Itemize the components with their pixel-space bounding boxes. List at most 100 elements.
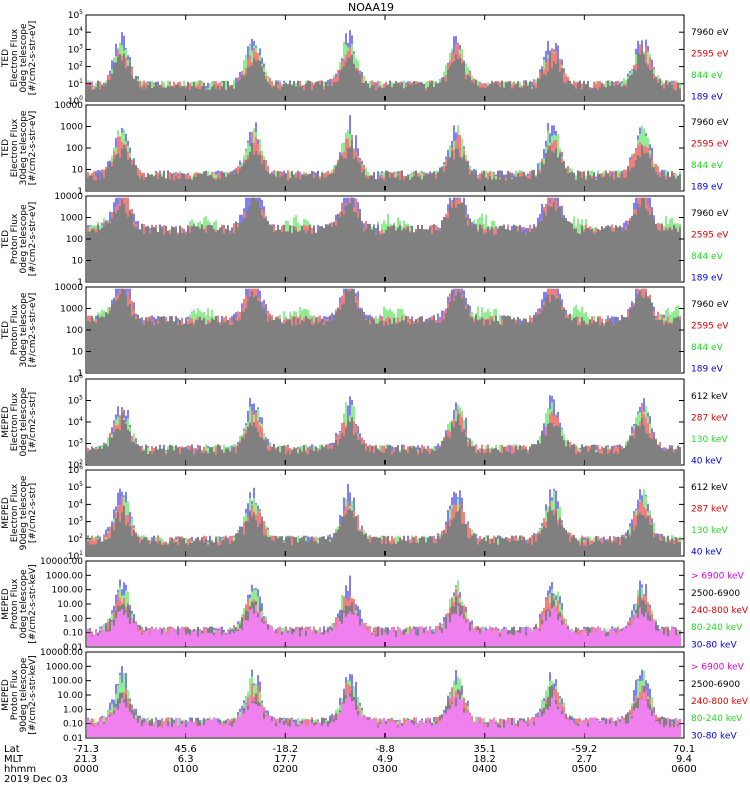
y-tick-label: 10.00 — [57, 600, 83, 610]
x-tick-label-mlt: 21.3 — [75, 754, 97, 765]
y-axis-label: TEDProton Flux30deg telescope[#/cm2-s-st… — [1, 292, 38, 367]
x-tick-label-hhmm: 0000 — [73, 764, 98, 775]
legend-entry: 130 keV — [691, 526, 728, 536]
y-tick-label: 100.00 — [52, 586, 84, 596]
series-trace-black — [87, 288, 681, 372]
y-tick-label: 104 — [68, 416, 83, 428]
y-tick-label: 101 — [68, 78, 83, 90]
legend-entry: 7960 eV — [691, 28, 729, 38]
legend-entry: 2595 eV — [691, 321, 729, 331]
legend-entry: 2500-6900 — [691, 589, 740, 599]
y-tick-label: 10000.00 — [40, 648, 83, 658]
y-tick-label: 100 — [66, 144, 83, 154]
y-tick-label: 1.00 — [63, 705, 83, 715]
legend-entry: 844 eV — [691, 343, 724, 353]
y-tick-label: 1000.00 — [46, 662, 83, 672]
series-trace-magenta — [87, 692, 681, 737]
legend-entry: 612 keV — [691, 483, 728, 493]
y-tick-label: 10000 — [54, 192, 83, 202]
legend-entry: 7960 eV — [691, 118, 729, 128]
legend-entry: 189 eV — [691, 92, 724, 102]
legend-entry: 80-240 keV — [691, 623, 743, 633]
legend-entry: 189 eV — [691, 182, 724, 192]
trace-group — [87, 197, 681, 281]
x-tick-label-mlt: 18.2 — [474, 754, 496, 765]
y-axis-label: MEPEDElectron Flux0deg telescope[#/cm2-s… — [1, 387, 38, 457]
x-tick-label-lat: 35.1 — [474, 744, 496, 755]
trace-group — [87, 575, 681, 646]
series-trace-black — [87, 50, 681, 100]
x-tick-label-mlt: 17.7 — [274, 754, 296, 765]
legend-entry: 287 keV — [691, 504, 728, 514]
panel-4: 1 10 100 1000 10000 TEDProton Flux30deg teles… — [1, 283, 729, 379]
y-tick-label: 1000 — [60, 214, 83, 224]
series-trace-black — [87, 197, 681, 281]
y-tick-label: 10 — [72, 348, 84, 358]
y-tick-label: 1 — [77, 278, 83, 288]
y-axis-label: TEDProton Flux0deg telescope[#/cm2-s-str… — [1, 202, 38, 277]
legend-entry: 240-800 keV — [691, 697, 749, 707]
x-tick-label-hhmm: 0400 — [472, 764, 497, 775]
x-tick-label-lat: -59.2 — [571, 744, 597, 755]
y-tick-label: 1000 — [60, 123, 83, 133]
legend-entry: 2500-6900 — [691, 680, 740, 690]
y-tick-label: 102 — [68, 533, 83, 545]
trace-group — [87, 115, 681, 190]
legend-entry: 30-80 keV — [691, 731, 737, 741]
x-tick-label-lat: -18.2 — [272, 744, 298, 755]
x-tick-label-hhmm: 0500 — [572, 764, 597, 775]
legend-entry: 30-80 keV — [691, 640, 737, 650]
plot-title: NOAA19 — [348, 1, 394, 14]
legend-entry: > 6900 keV — [691, 663, 745, 673]
y-tick-label: 0.01 — [63, 643, 83, 653]
y-tick-label: 100 — [66, 235, 83, 245]
x-tick-label-hhmm: 0300 — [372, 764, 397, 775]
y-tick-label: 10 — [72, 166, 84, 176]
panel-3: 1 10 100 1000 10000 TEDProton Flux0deg telesc… — [1, 192, 729, 288]
panel-2: 1 10 100 1000 10000 TEDElectron Flux30deg tel… — [1, 101, 729, 197]
x-tick-label-hhmm: 0200 — [273, 764, 298, 775]
y-tick-label: 100 — [66, 326, 83, 336]
y-tick-label: 10000 — [54, 283, 83, 293]
y-axis-label: TEDElectron Flux0deg telescope[#/cm2-s-s… — [1, 21, 38, 96]
xaxis-row-label-mlt: MLT — [4, 754, 24, 765]
x-tick-label-mlt: 2.7 — [576, 754, 592, 765]
legend-entry: > 6900 keV — [691, 572, 745, 582]
y-tick-label: 10.00 — [57, 691, 83, 701]
y-tick-label: 102 — [68, 61, 83, 73]
trace-group — [87, 483, 681, 555]
x-tick-label-mlt: 6.3 — [178, 754, 194, 765]
x-tick-label-lat: 70.1 — [673, 744, 695, 755]
y-tick-label: 1.00 — [63, 614, 83, 624]
y-tick-label: 104 — [68, 498, 83, 510]
series-trace-magenta — [87, 605, 681, 646]
legend-entry: 287 keV — [691, 413, 728, 423]
x-tick-label-mlt: 4.9 — [377, 754, 393, 765]
series-trace-black — [87, 505, 681, 555]
panel-7: 0.01 0.10 1.00 10.00 100.00 1000.00 10000.00ME… — [1, 557, 749, 653]
series-trace-black — [87, 412, 681, 464]
y-tick-label: 0.10 — [63, 629, 83, 639]
legend-entry: 189 eV — [691, 273, 724, 283]
y-tick-label: 1 — [77, 187, 83, 197]
legend-entry: 2595 eV — [691, 230, 729, 240]
y-tick-label: 105 — [68, 481, 83, 493]
legend-entry: 7960 eV — [691, 209, 729, 219]
y-tick-label: 103 — [68, 438, 83, 450]
legend-entry: 40 keV — [691, 456, 723, 466]
y-tick-label: 105 — [68, 9, 83, 21]
y-tick-label: 10000 — [54, 101, 83, 111]
panel-8: 0.01 0.10 1.00 10.00 100.00 1000.00 10000.00ME… — [1, 648, 749, 744]
y-tick-label: 0.01 — [63, 734, 83, 744]
trace-group — [87, 288, 681, 372]
legend-entry: 2595 eV — [691, 49, 729, 59]
x-tick-label-hhmm: 0600 — [671, 764, 696, 775]
y-axis-label: MEPEDProton Flux90deg telescope[#/cm2-s-… — [1, 655, 38, 734]
y-axis-label: MEPEDProton Flux0deg telescope[#/cm2-s-s… — [1, 564, 38, 643]
x-tick-label-mlt: 9.4 — [676, 754, 692, 765]
x-tick-label-lat: -8.8 — [375, 744, 395, 755]
xaxis-row-label-hhmm: hhmm — [4, 764, 36, 775]
